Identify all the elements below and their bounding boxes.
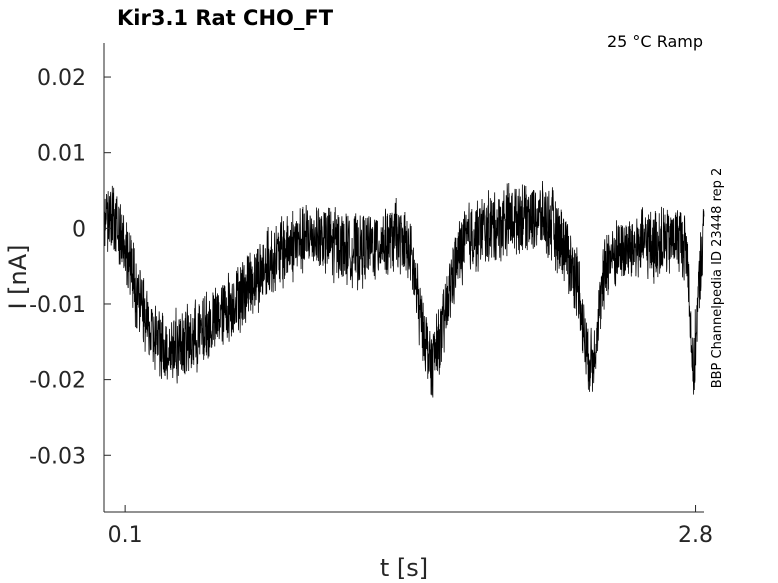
y-axis-label: I [nA] — [4, 244, 32, 309]
y-tick-label: -0.02 — [29, 369, 86, 394]
current-trace-line — [103, 180, 705, 398]
y-tick-label: 0.02 — [37, 66, 86, 91]
y-tick-label: 0.01 — [37, 142, 86, 167]
current-trace — [103, 180, 705, 398]
y-axis-ticks: 0.02 0.01 0 -0.01 -0.02 -0.03 — [29, 66, 111, 469]
chart-title: Kir3.1 Rat CHO_FT — [117, 6, 334, 30]
x-axis-ticks: 0.1 2.8 — [108, 505, 713, 548]
x-tick-label: 0.1 — [108, 523, 143, 548]
axes-box — [103, 43, 704, 513]
x-tick-label: 2.8 — [678, 523, 713, 548]
source-label: BBP Channelpedia ID 23448 rep 2 — [710, 168, 725, 389]
x-axis-label: t [s] — [380, 554, 428, 582]
y-tick-label: -0.03 — [29, 444, 86, 469]
y-tick-label: -0.01 — [29, 293, 86, 318]
y-tick-label: 0 — [72, 217, 86, 242]
condition-annotation: 25 °C Ramp — [607, 32, 703, 51]
